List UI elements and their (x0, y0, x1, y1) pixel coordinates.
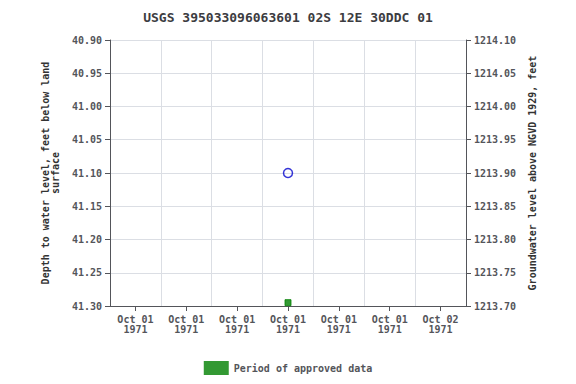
svg-text:41.30: 41.30 (72, 301, 102, 312)
svg-text:1213.95: 1213.95 (474, 134, 516, 145)
svg-text:Oct 01: Oct 01 (117, 313, 154, 325)
svg-text:Depth to water level, feet bel: Depth to water level, feet below land (40, 61, 52, 285)
svg-text:1213.75: 1213.75 (474, 267, 516, 278)
svg-text:Oct 01: Oct 01 (371, 313, 408, 325)
svg-text:41.00: 41.00 (72, 101, 102, 112)
svg-text:Groundwater level above NGVD 1: Groundwater level above NGVD 1929, feet (527, 56, 538, 291)
svg-text:Oct 02: Oct 02 (422, 313, 459, 325)
svg-text:1213.90: 1213.90 (474, 168, 516, 179)
svg-text:1971: 1971 (276, 324, 300, 335)
svg-text:1214.10: 1214.10 (474, 35, 516, 46)
svg-text:1213.80: 1213.80 (474, 234, 516, 245)
svg-text:Oct 01: Oct 01 (219, 313, 256, 325)
svg-text:40.95: 40.95 (72, 68, 102, 79)
svg-text:41.15: 41.15 (72, 201, 102, 212)
svg-text:41.10: 41.10 (72, 168, 102, 179)
svg-text:1971: 1971 (327, 324, 351, 335)
svg-text:1214.05: 1214.05 (474, 68, 516, 79)
svg-text:40.90: 40.90 (72, 35, 102, 46)
svg-text:1213.70: 1213.70 (474, 301, 516, 312)
svg-text:1214.00: 1214.00 (474, 101, 516, 112)
svg-text:Oct 01: Oct 01 (269, 313, 307, 325)
svg-text:41.05: 41.05 (72, 134, 102, 145)
svg-text:Period of approved data: Period of approved data (234, 363, 372, 374)
svg-text:1971: 1971 (225, 324, 249, 335)
svg-text:1213.85: 1213.85 (474, 201, 516, 212)
svg-text:Oct 01: Oct 01 (320, 313, 357, 325)
svg-text:1971: 1971 (378, 324, 402, 335)
svg-text:41.25: 41.25 (72, 267, 102, 278)
svg-text:surface: surface (50, 152, 61, 194)
svg-text:1971: 1971 (174, 324, 198, 335)
svg-text:41.20: 41.20 (72, 234, 102, 245)
svg-text:USGS 395033096063601 02S 12E 3: USGS 395033096063601 02S 12E 30DDC 01 (143, 10, 433, 25)
svg-text:1971: 1971 (123, 324, 147, 335)
svg-text:1971: 1971 (429, 324, 453, 335)
svg-text:Oct 01: Oct 01 (168, 313, 205, 325)
